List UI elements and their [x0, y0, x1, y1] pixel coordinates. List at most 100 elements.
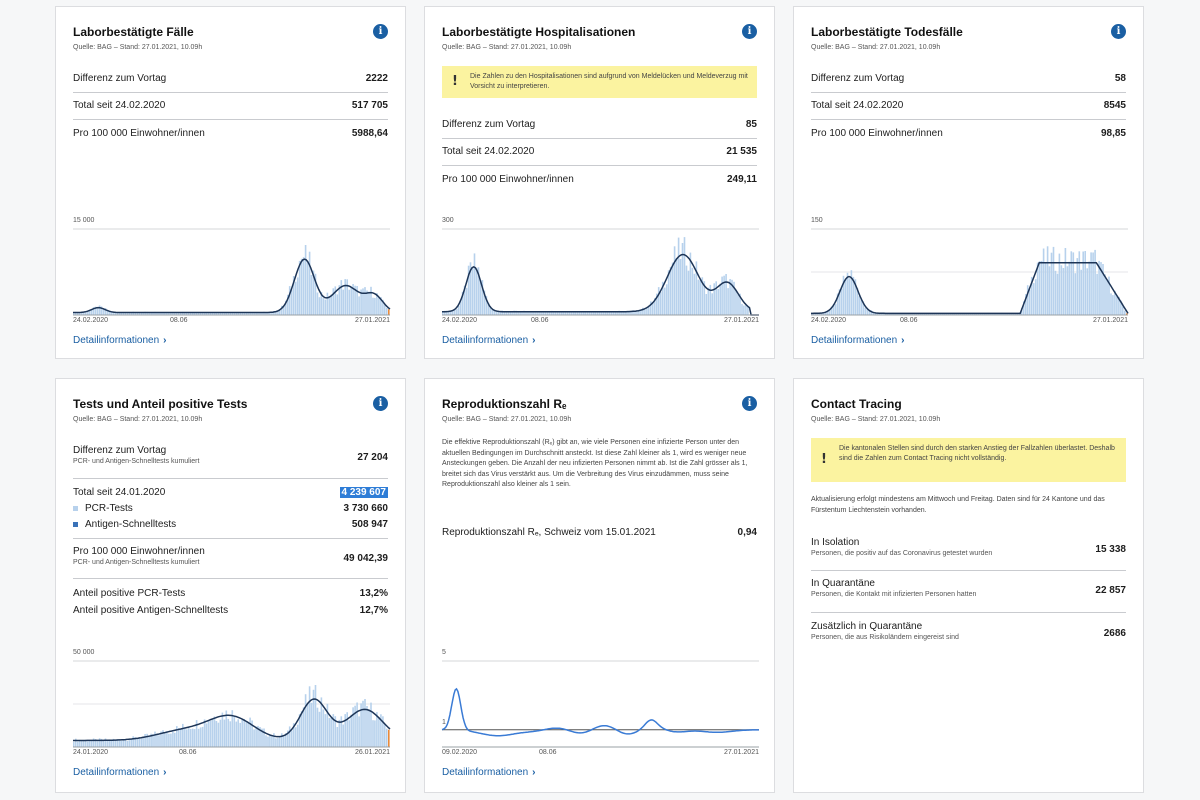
chart-bar — [160, 312, 162, 315]
chart-bar — [221, 712, 224, 747]
chart-bar — [290, 289, 293, 315]
chart-bar — [312, 689, 315, 747]
chart-bar — [172, 312, 174, 315]
chart-bar — [610, 311, 612, 315]
info-icon[interactable]: i — [742, 24, 757, 39]
chart-bar — [481, 280, 484, 315]
chart-bar — [98, 738, 101, 747]
stat-label: Total seit 24.02.2020 — [442, 146, 535, 157]
chart-bar — [130, 739, 133, 747]
chart-bar — [290, 730, 293, 747]
detail-link[interactable]: Detailinformationen › — [442, 335, 536, 346]
stat-value: 0,94 — [737, 527, 757, 538]
warning-icon: ! — [452, 74, 458, 89]
chart-bar — [675, 258, 678, 315]
card-source: Quelle: BAG – Stand: 27.01.2021, 10.09h — [811, 416, 941, 423]
chart-bar — [630, 310, 632, 315]
stat-value: 58 — [1114, 73, 1126, 84]
chart-bar — [1009, 313, 1011, 315]
chart-bar — [850, 270, 853, 315]
chart-bar — [483, 290, 486, 315]
chart-bar — [626, 311, 628, 315]
chart-bar — [1104, 274, 1106, 315]
chart-bar — [231, 710, 234, 747]
stat-value: 8545 — [1103, 100, 1126, 111]
chart-bar — [336, 294, 339, 315]
warning-text: Die Zahlen zu den Hospitalisationen sind… — [470, 73, 748, 90]
chart-bar — [604, 312, 607, 315]
x-axis-end-label: 27.01.2021 — [354, 317, 390, 324]
chart-bar — [592, 312, 595, 315]
info-icon[interactable]: i — [373, 24, 388, 39]
chart-bar — [201, 726, 204, 747]
deaths-chart: 150 24.02.2020 08.06 27.01.2021 — [811, 217, 1129, 327]
chart-bar — [336, 727, 339, 747]
chart-bar — [233, 312, 236, 315]
info-icon[interactable]: i — [373, 396, 388, 411]
chart-bar — [541, 311, 543, 315]
chart-bar — [515, 310, 517, 315]
chart-bar — [146, 733, 148, 747]
chart-bar — [646, 308, 648, 315]
detail-link[interactable]: Detailinformationen › — [73, 767, 167, 778]
info-icon[interactable]: i — [742, 396, 757, 411]
chart-bar — [189, 729, 192, 747]
chart-bar — [239, 722, 241, 747]
chart-bar — [239, 312, 241, 315]
chart-bar — [463, 285, 466, 315]
detail-link[interactable]: Detailinformationen › — [442, 767, 536, 778]
chart-bar — [255, 312, 257, 315]
chart-bar — [213, 312, 216, 315]
chart-bar — [1094, 249, 1096, 315]
chart-bar — [386, 728, 388, 747]
chart-bar — [648, 305, 650, 315]
chart-bar — [364, 699, 366, 747]
chart-bar — [122, 312, 125, 315]
x-axis-start-label: 24.02.2020 — [73, 317, 109, 324]
chart-bar — [221, 312, 224, 315]
chevron-right-icon: › — [901, 335, 905, 346]
chart-bar — [146, 311, 148, 315]
chart-bar — [388, 309, 390, 315]
chart-bar — [326, 292, 329, 315]
chart-bar — [277, 737, 279, 747]
chart-bar — [183, 312, 186, 315]
chart-bar — [249, 717, 251, 747]
chart-bar — [568, 312, 571, 315]
chart-bar — [747, 306, 749, 315]
chart-bar — [116, 739, 119, 747]
chart-bar — [517, 311, 519, 315]
chart-bar — [931, 313, 934, 315]
chart-bar — [120, 312, 123, 315]
chart-bar — [1122, 306, 1124, 315]
chart-bar — [245, 312, 247, 315]
chart-bar — [84, 311, 87, 315]
chart-bar — [189, 312, 192, 315]
chart-bar — [251, 720, 253, 747]
chart-bar — [362, 288, 364, 315]
chart-bar — [499, 311, 502, 315]
tests-chart-svg — [73, 660, 391, 748]
chart-bar — [364, 287, 366, 315]
chart-bar — [731, 279, 733, 315]
chart-bar — [104, 308, 107, 315]
chart-bar — [574, 312, 577, 315]
stat-value: 3 730 660 — [343, 503, 389, 514]
chart-bar — [576, 311, 579, 315]
antigen-legend-swatch — [73, 521, 78, 527]
chart-bar — [152, 312, 154, 315]
chart-bar — [624, 311, 626, 315]
chart-bar — [288, 726, 291, 747]
x-axis-start-label: 24.01.2020 — [73, 749, 109, 756]
detail-link[interactable]: Detailinformationen › — [811, 335, 905, 346]
chart-bar — [96, 741, 99, 747]
x-axis-mid-label: 08.06 — [539, 749, 557, 756]
chart-bar — [235, 312, 238, 315]
chart-bar — [148, 312, 150, 315]
info-icon[interactable]: i — [1111, 24, 1126, 39]
card-source: Quelle: BAG – Stand: 27.01.2021, 10.09h — [811, 44, 941, 51]
chart-bar — [316, 707, 319, 747]
card-title: Laborbestätigte Todesfälle — [811, 25, 963, 39]
detail-link[interactable]: Detailinformationen › — [73, 335, 167, 346]
chart-bar — [384, 304, 386, 315]
